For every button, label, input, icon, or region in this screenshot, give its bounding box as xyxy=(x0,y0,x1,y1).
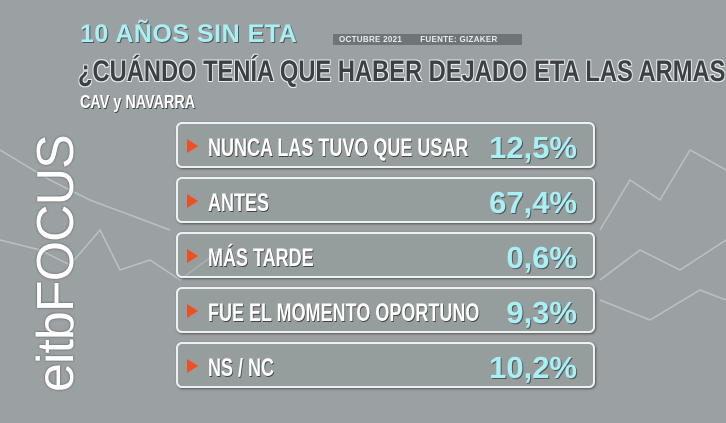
kicker: 10 AÑOS SIN ETA xyxy=(80,20,298,48)
answer-label: FUE EL MOMENTO OPORTUNO xyxy=(208,299,480,327)
answer-value: 0,6% xyxy=(506,240,577,275)
page-title: ¿CUÁNDO TENÍA QUE HABER DEJADO ETA LAS A… xyxy=(78,55,726,88)
triangle-marker-icon xyxy=(187,249,198,263)
answer-label: NUNCA LAS TUVO QUE USAR xyxy=(208,134,469,162)
answer-row: FUE EL MOMENTO OPORTUNO 9,3% xyxy=(176,287,595,333)
answer-row: MÁS TARDE 0,6% xyxy=(176,232,595,278)
triangle-marker-icon xyxy=(187,194,198,208)
answer-value: 10,2% xyxy=(489,350,577,385)
date: OCTUBRE 2021 xyxy=(339,35,403,44)
answer-value: 67,4% xyxy=(489,185,577,220)
answer-label: NS / NC xyxy=(208,354,275,382)
meta-bar: OCTUBRE 2021 FUENTE: GIZAKER xyxy=(333,34,522,45)
answer-label: MÁS TARDE xyxy=(208,244,314,272)
triangle-marker-icon xyxy=(187,359,198,373)
answer-row: NS / NC 10,2% xyxy=(176,342,595,388)
subtitle: CAV y NAVARRA xyxy=(80,92,196,112)
triangle-marker-icon xyxy=(187,304,198,318)
answer-value: 9,3% xyxy=(506,295,577,330)
answer-row: ANTES 67,4% xyxy=(176,177,595,223)
answer-label: ANTES xyxy=(208,189,270,217)
answer-value: 12,5% xyxy=(489,130,577,165)
source: FUENTE: GIZAKER xyxy=(420,35,498,44)
triangle-marker-icon xyxy=(187,139,198,153)
eitb-focus-logo: eitbFOCUS xyxy=(27,135,85,392)
answer-row: NUNCA LAS TUVO QUE USAR 12,5% xyxy=(176,122,595,168)
